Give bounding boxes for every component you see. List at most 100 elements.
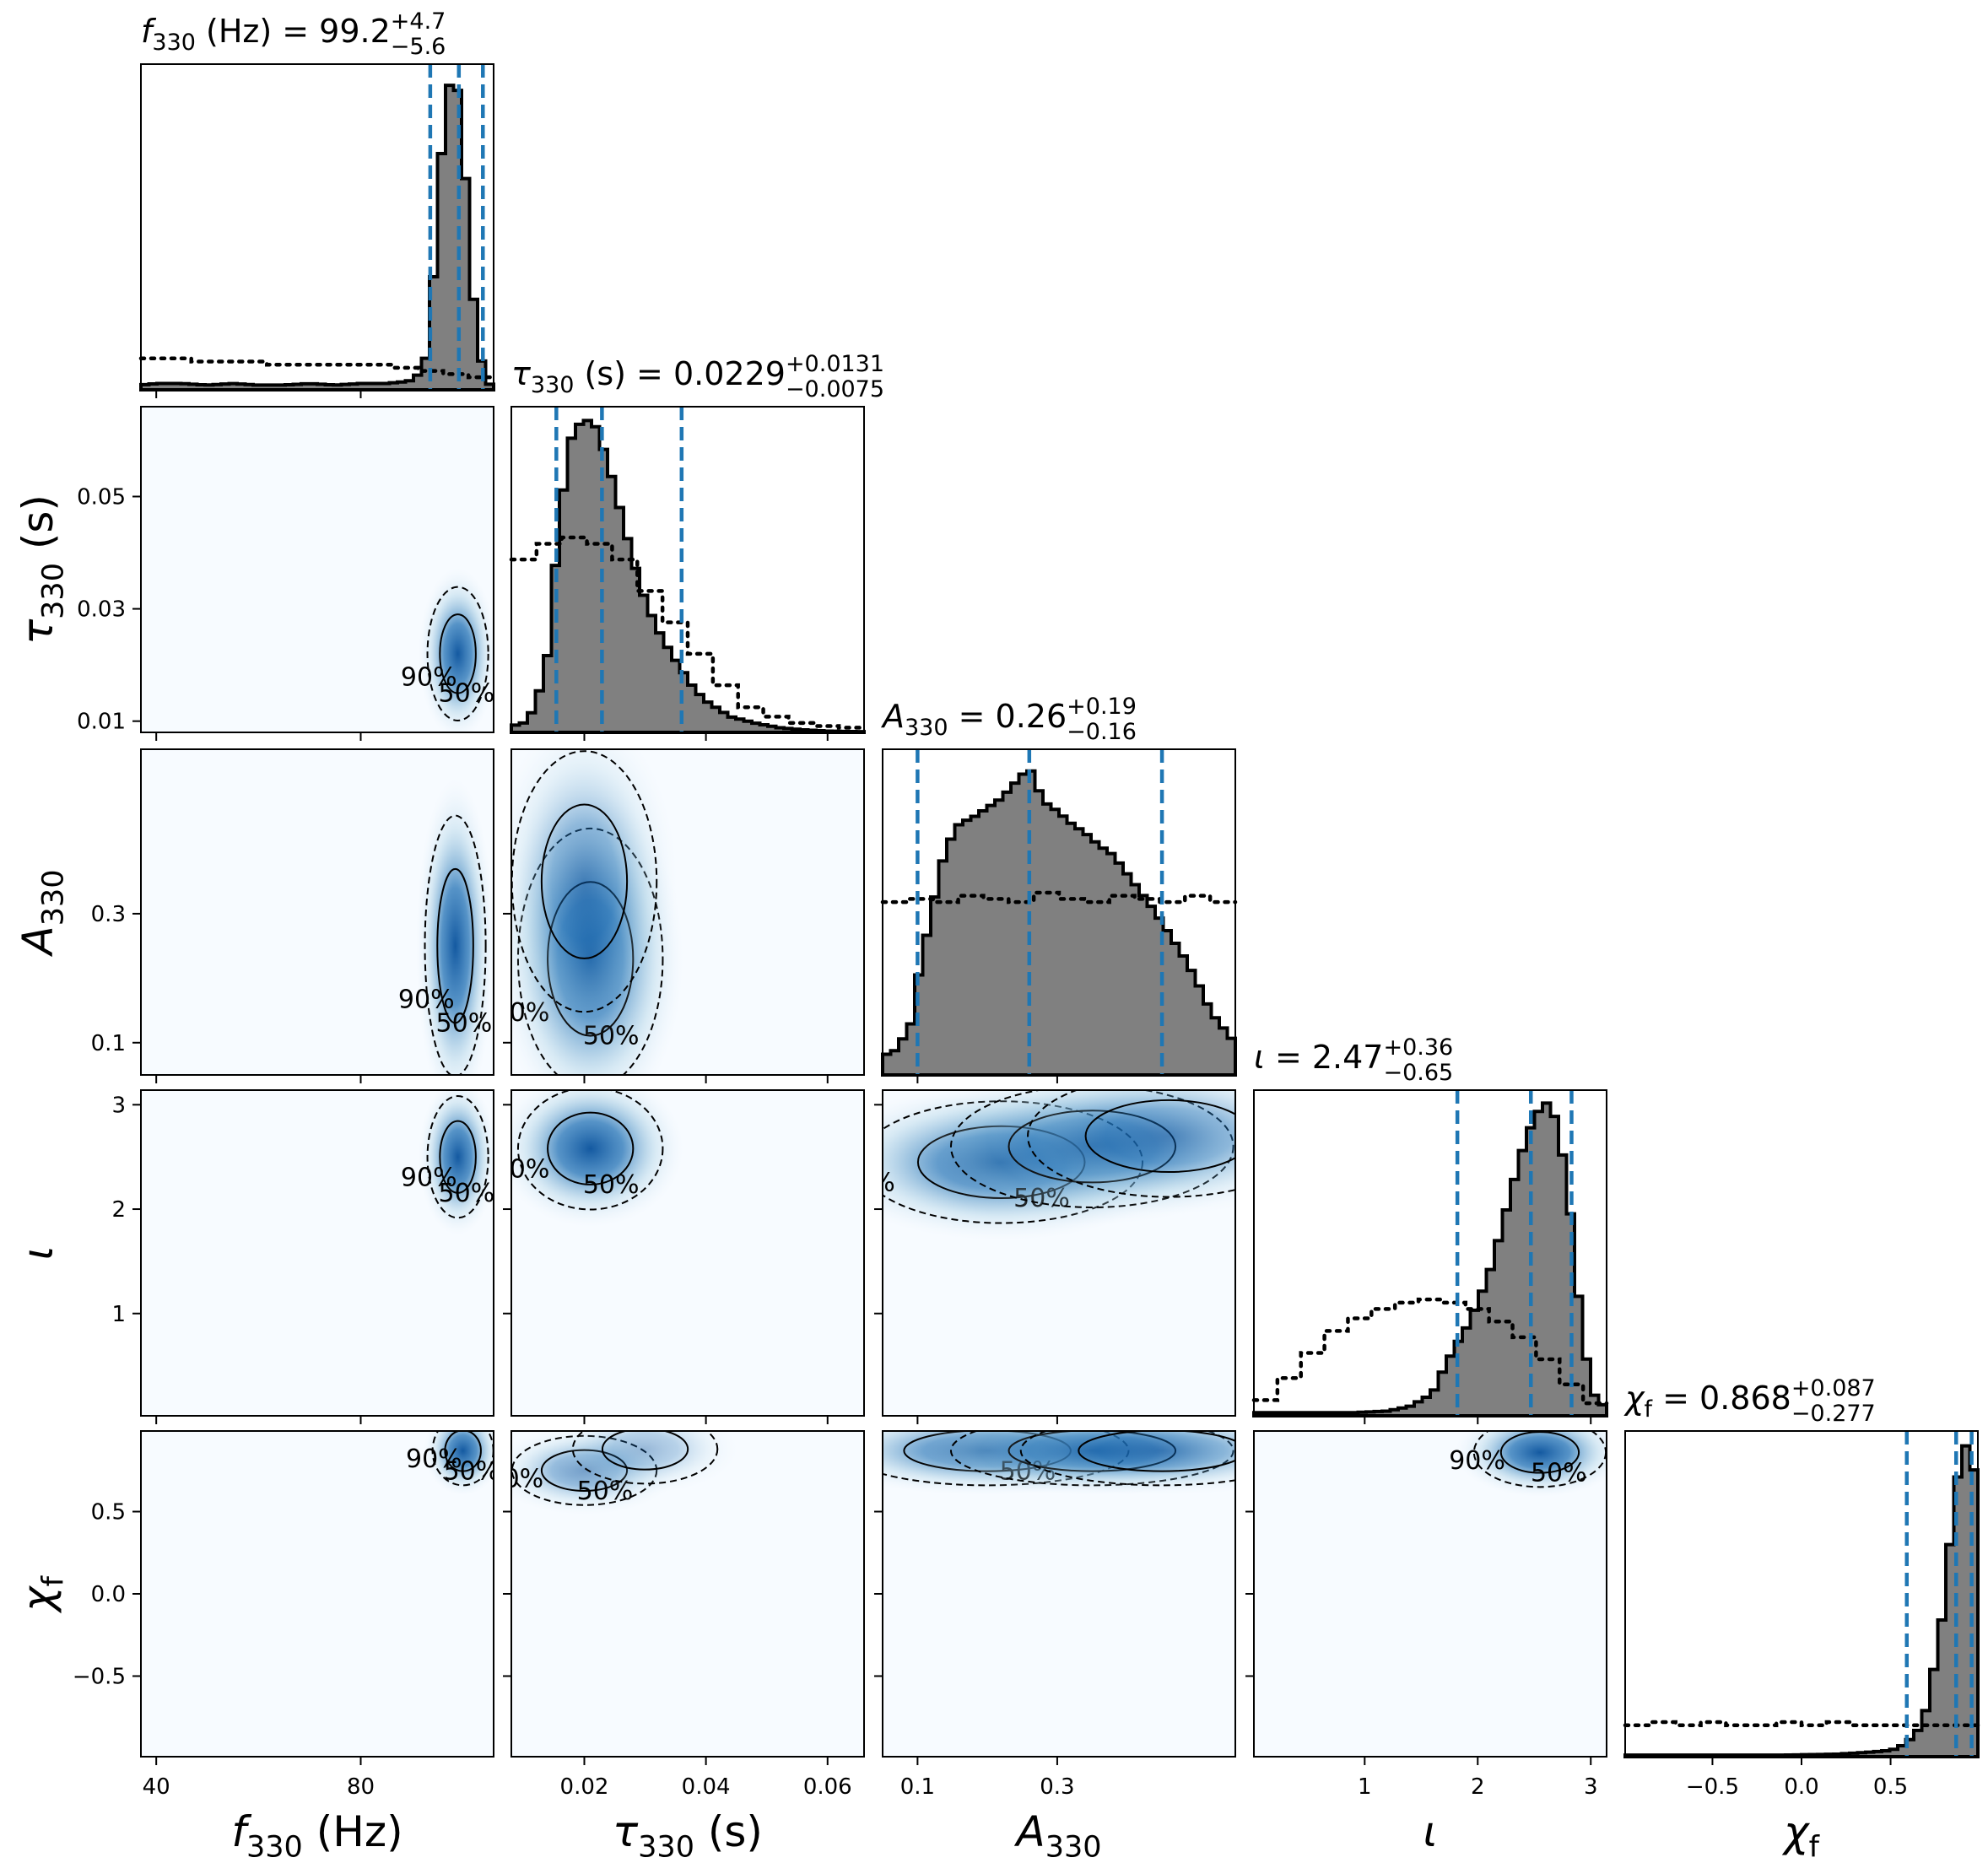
y-axis-label-chi: χf	[14, 1575, 71, 1614]
y-tick-label-chi: −0.5	[73, 1664, 126, 1689]
contour-label-50: 50%	[439, 679, 495, 709]
y-axis-label-iota: ι	[14, 1246, 62, 1261]
density-blob	[980, 1431, 1235, 1496]
contour-label-90: 90%	[401, 1164, 457, 1193]
density-panel-tau-A: 50%90%	[511, 748, 865, 1076]
x-tick-label-iota: 3	[1584, 1774, 1598, 1800]
density-body: 50%90%	[839, 1090, 1235, 1241]
panel-frame-A	[882, 748, 1236, 1076]
summary-minus-iota: −0.65	[1383, 1060, 1453, 1086]
x-tick-label-A: 0.1	[900, 1774, 935, 1800]
x-tick-label-A: 0.3	[1040, 1774, 1074, 1800]
diag-panel-iota: ι = 2.47+0.36−0.65	[1251, 1034, 1609, 1418]
density-blob	[987, 1090, 1235, 1215]
x-tick-label-iota: 1	[1358, 1774, 1372, 1800]
contour-50	[439, 613, 477, 694]
y-tick-label-A: 0.1	[91, 1031, 126, 1056]
density-panel-f-tau: 50%90%	[140, 406, 495, 733]
density-panel-f-iota: 50%90%	[140, 1089, 495, 1417]
density-blob	[511, 1090, 683, 1228]
contour-label-50: 50%	[444, 1457, 500, 1487]
prior-histogram-A	[880, 890, 1238, 904]
x-axis-label-tau: τ330 (s)	[613, 1807, 763, 1863]
density-body: 50%90%	[398, 778, 494, 1075]
contour-90	[571, 1431, 719, 1485]
contour-50	[439, 1120, 477, 1194]
density-blob	[511, 749, 678, 1050]
density-panel-iota-chi: 50% 90%	[1253, 1430, 1607, 1758]
contour-90	[424, 814, 487, 1075]
density-body: 50%90%	[406, 1431, 500, 1496]
contour-label-90: 90%	[839, 1169, 895, 1198]
density-body: 50%90%	[401, 568, 495, 732]
contour-90	[516, 1090, 664, 1211]
panel-frame	[882, 1089, 1236, 1417]
contour-label-90: 90%	[406, 1444, 462, 1474]
x-tick-label-f: 80	[347, 1774, 375, 1800]
panel-frame-chi	[1624, 1430, 1979, 1758]
prior-histogram-iota	[1251, 1297, 1609, 1406]
y-tick-label-chi: 0.5	[91, 1500, 126, 1526]
contour-50	[1078, 1431, 1235, 1472]
x-tick-label-f: 40	[143, 1774, 170, 1800]
y-tick-label-iota: 2	[111, 1197, 126, 1223]
x-tick-label-chi: −0.5	[1686, 1774, 1739, 1800]
summary-minus-A: −0.16	[1067, 719, 1137, 745]
contour-50	[436, 867, 474, 1024]
density-panel-tau-chi: 50%90%	[487, 1430, 865, 1758]
diag-panel-chi: χf = 0.868+0.087−0.277	[1623, 1375, 1980, 1758]
y-tick-label-tau: 0.01	[77, 710, 126, 735]
diag-panel-A: A330 = 0.26+0.19−0.16	[880, 694, 1238, 1077]
y-tick-label-tau: 0.03	[77, 597, 126, 623]
contour-label-50: 50%	[439, 1179, 495, 1208]
x-axis-label-A: A330	[1013, 1807, 1101, 1863]
summary-title-iota: ι = 2.47+0.36	[1254, 1034, 1453, 1076]
summary-minus-chi: −0.277	[1791, 1401, 1876, 1427]
prior-histogram-chi	[1623, 1720, 1980, 1727]
contour-50	[444, 1431, 482, 1472]
density-background	[141, 1431, 494, 1757]
diag-panel-f: f330 (Hz) = 99.2+4.7−5.6	[138, 8, 496, 392]
density-blob	[419, 568, 494, 732]
density-panel-tau-iota: 50% 90%	[494, 1089, 865, 1417]
contour-90	[426, 586, 489, 722]
summary-title-f: f330 (Hz) = 99.2+4.7	[141, 8, 446, 56]
density-blob	[552, 1431, 738, 1494]
x-axis-label-iota: ι	[1423, 1807, 1438, 1856]
panel-frame	[511, 748, 865, 1076]
contour-90	[1027, 1090, 1235, 1198]
contour-50	[1499, 1431, 1580, 1474]
posterior-histogram-f	[139, 84, 495, 392]
contour-50	[547, 1111, 635, 1185]
panel-frame-tau	[511, 406, 865, 733]
density-body: 50%90%	[494, 1090, 683, 1228]
contour-50	[601, 1431, 689, 1471]
summary-title-chi: χf = 0.868+0.087	[1623, 1375, 1876, 1423]
contour-50	[1084, 1099, 1235, 1174]
contour-label-90: 90%	[487, 1464, 543, 1493]
panel-frame	[140, 1089, 494, 1417]
x-axis-label-chi: χf	[1781, 1807, 1820, 1863]
density-blob	[416, 778, 494, 1075]
x-tick-label-iota: 2	[1471, 1774, 1485, 1800]
summary-minus-f: −5.6	[391, 34, 446, 60]
density-panel-A-iota: 50%90%	[839, 1089, 1236, 1417]
x-tick-label-tau: 0.02	[560, 1774, 609, 1800]
panel-frame	[140, 748, 494, 1076]
posterior-histogram-A	[881, 769, 1237, 1077]
posterior-histogram-iota	[1252, 1101, 1608, 1418]
contour-label-50: 50%	[1531, 1459, 1587, 1488]
y-tick-label-tau: 0.05	[77, 484, 126, 510]
x-tick-label-chi: 0.0	[1784, 1774, 1818, 1800]
density-panel-A-chi: 50%90%	[882, 1430, 1236, 1758]
contour-label-90: 90%	[494, 1155, 550, 1185]
contour-label-90: 90%	[401, 663, 457, 693]
y-tick-label-iota: 3	[111, 1093, 126, 1118]
diag-panel-tau: τ330 (s) = 0.0229+0.0131−0.0075	[509, 351, 884, 734]
posterior-histogram-tau	[510, 418, 866, 734]
y-tick-label-iota: 1	[111, 1302, 126, 1327]
density-body: 50%90%	[1449, 1431, 1607, 1498]
x-axis-label-f: f330 (Hz)	[231, 1807, 402, 1863]
contour-label-50: 50%	[436, 1008, 493, 1038]
